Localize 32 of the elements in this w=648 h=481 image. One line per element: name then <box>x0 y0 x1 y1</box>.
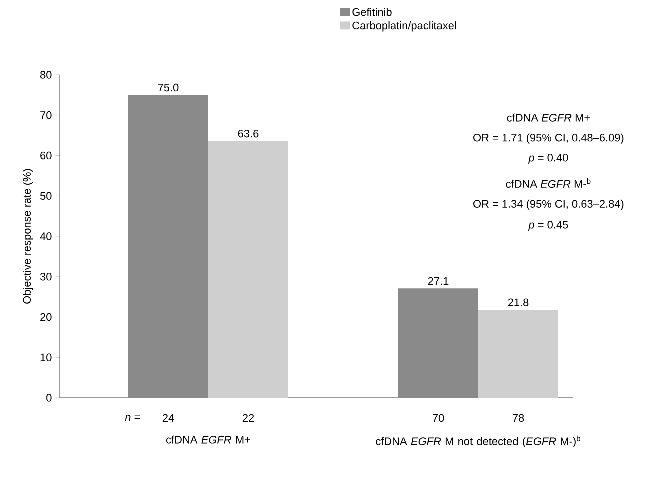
data-label: 63.6 <box>238 130 259 138</box>
annotation: cfDNA EGFR M+ <box>507 114 590 122</box>
bar <box>398 288 479 398</box>
y-tick-label: 40 <box>40 232 52 240</box>
y-tick-label: 60 <box>40 152 52 160</box>
text: 22 <box>242 414 254 422</box>
bar <box>478 310 559 398</box>
legend-label: Gefitinib <box>352 8 392 16</box>
annotation: p = 0.40 <box>528 154 568 164</box>
y-tick-label: 70 <box>40 112 52 120</box>
y-tick-label: 50 <box>40 192 52 200</box>
text: 24 <box>162 414 174 422</box>
text: 78 <box>512 414 524 422</box>
legend-label: Carboplatin/paclitaxel <box>352 22 456 32</box>
y-tick-label: 30 <box>40 273 52 281</box>
annotation: cfDNA EGFR M-$^{b}$ <box>506 178 591 188</box>
data-label: 75.0 <box>158 84 179 92</box>
y-tick-label: 0 <box>46 394 52 402</box>
bar <box>128 95 208 398</box>
x-tick-label: cfDNA EGFR M not detected (EGFR M-)$^{b}$ <box>376 436 581 448</box>
annotation: OR = 1.34 (95% CI, 0.63–2.84) <box>474 200 624 210</box>
bar <box>208 141 289 398</box>
y-tick-label: 80 <box>40 71 52 79</box>
text: 70 <box>432 414 444 422</box>
y-axis-title: Objective response rate (%) <box>22 169 34 304</box>
y-tick-label: 20 <box>40 313 52 322</box>
y-tick-label: 10 <box>40 354 52 362</box>
annotation: p = 0.45 <box>528 221 568 231</box>
data-label: 21.8 <box>508 298 529 306</box>
text: n = <box>125 415 140 422</box>
annotation: OR = 1.71 (95% CI, 0.48–6.09) <box>474 134 624 144</box>
data-label: 27.1 <box>428 277 449 286</box>
